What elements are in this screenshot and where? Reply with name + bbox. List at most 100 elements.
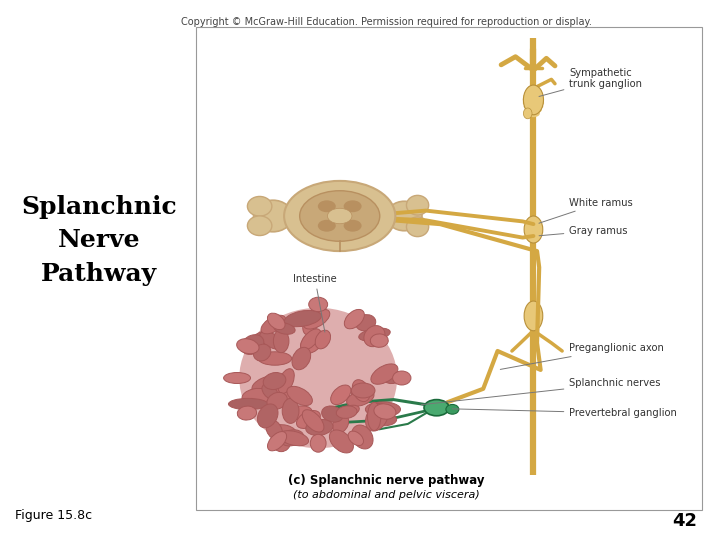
Ellipse shape (282, 399, 299, 423)
Ellipse shape (348, 431, 364, 445)
Ellipse shape (262, 384, 278, 400)
Ellipse shape (284, 181, 395, 251)
Ellipse shape (239, 308, 397, 448)
Ellipse shape (525, 106, 541, 114)
Ellipse shape (297, 410, 320, 428)
Ellipse shape (370, 334, 388, 347)
Text: Copyright © McGraw-Hill Education. Permission required for reproduction or displ: Copyright © McGraw-Hill Education. Permi… (181, 17, 592, 28)
Ellipse shape (328, 208, 352, 224)
Ellipse shape (261, 315, 286, 334)
Ellipse shape (344, 309, 364, 329)
Ellipse shape (267, 393, 287, 409)
Ellipse shape (268, 431, 287, 451)
Ellipse shape (371, 364, 398, 384)
Ellipse shape (238, 406, 256, 420)
Ellipse shape (523, 103, 544, 110)
Ellipse shape (364, 326, 385, 347)
Text: White ramus: White ramus (539, 198, 633, 223)
Ellipse shape (260, 332, 283, 349)
Ellipse shape (339, 405, 359, 417)
Bar (197, 27, 702, 510)
Ellipse shape (274, 323, 295, 334)
Text: Preganglionic axon: Preganglionic axon (500, 343, 664, 369)
Ellipse shape (330, 430, 354, 453)
Ellipse shape (343, 200, 361, 212)
Ellipse shape (241, 335, 264, 354)
Ellipse shape (287, 406, 312, 420)
Ellipse shape (356, 315, 376, 331)
Ellipse shape (278, 369, 294, 394)
Ellipse shape (387, 201, 422, 231)
Text: (c) Splanchnic nerve pathway: (c) Splanchnic nerve pathway (288, 474, 485, 487)
Ellipse shape (359, 328, 390, 341)
Ellipse shape (318, 200, 336, 212)
Ellipse shape (523, 99, 544, 107)
Ellipse shape (248, 216, 272, 235)
Ellipse shape (351, 384, 372, 403)
Ellipse shape (264, 373, 286, 389)
Ellipse shape (258, 404, 278, 428)
Ellipse shape (300, 191, 379, 241)
Ellipse shape (266, 420, 282, 440)
Ellipse shape (267, 313, 285, 329)
Text: Figure 15.8c: Figure 15.8c (15, 509, 93, 522)
Text: Gray ramus: Gray ramus (539, 226, 628, 236)
Ellipse shape (366, 402, 400, 417)
Ellipse shape (524, 216, 543, 243)
Ellipse shape (242, 388, 271, 404)
Ellipse shape (380, 368, 400, 383)
Text: Prevertebral ganglion: Prevertebral ganglion (452, 408, 678, 418)
Ellipse shape (272, 424, 297, 438)
Ellipse shape (269, 380, 298, 401)
Ellipse shape (346, 390, 374, 407)
Ellipse shape (253, 344, 271, 361)
Ellipse shape (287, 387, 312, 406)
Ellipse shape (237, 339, 259, 354)
Ellipse shape (523, 96, 544, 103)
Ellipse shape (243, 330, 272, 353)
Ellipse shape (284, 310, 321, 327)
Ellipse shape (322, 406, 343, 422)
Ellipse shape (523, 85, 544, 115)
Ellipse shape (318, 220, 336, 232)
Ellipse shape (424, 400, 449, 416)
Ellipse shape (279, 431, 309, 445)
Ellipse shape (352, 380, 370, 402)
Ellipse shape (392, 371, 411, 385)
Ellipse shape (272, 433, 291, 451)
Ellipse shape (309, 297, 328, 312)
Ellipse shape (366, 403, 388, 431)
Text: (to abdominal and pelvic viscera): (to abdominal and pelvic viscera) (293, 490, 480, 500)
Ellipse shape (292, 347, 311, 370)
Ellipse shape (258, 352, 292, 365)
Ellipse shape (525, 89, 541, 96)
Ellipse shape (315, 330, 330, 349)
Ellipse shape (274, 329, 289, 353)
Ellipse shape (527, 110, 540, 117)
Ellipse shape (351, 383, 375, 398)
Ellipse shape (336, 406, 357, 418)
Ellipse shape (248, 197, 272, 216)
Ellipse shape (304, 309, 330, 329)
Ellipse shape (252, 376, 282, 394)
Ellipse shape (372, 413, 397, 426)
Text: Splanchnic nerves: Splanchnic nerves (421, 379, 661, 404)
Ellipse shape (306, 420, 333, 435)
Ellipse shape (343, 220, 361, 232)
Text: Sympathetic
trunk ganglion: Sympathetic trunk ganglion (539, 68, 642, 97)
Ellipse shape (351, 425, 373, 449)
Ellipse shape (333, 414, 348, 433)
Ellipse shape (524, 301, 543, 330)
Ellipse shape (330, 385, 351, 404)
Ellipse shape (523, 92, 544, 100)
Ellipse shape (407, 217, 428, 237)
Text: 42: 42 (672, 512, 697, 530)
Ellipse shape (407, 195, 428, 215)
Ellipse shape (302, 309, 320, 335)
Text: Splanchnic
Nerve
Pathway: Splanchnic Nerve Pathway (22, 195, 177, 286)
Text: Intestine: Intestine (293, 273, 337, 332)
Ellipse shape (446, 404, 459, 414)
Ellipse shape (300, 329, 320, 350)
Ellipse shape (301, 330, 325, 353)
Ellipse shape (310, 434, 326, 452)
